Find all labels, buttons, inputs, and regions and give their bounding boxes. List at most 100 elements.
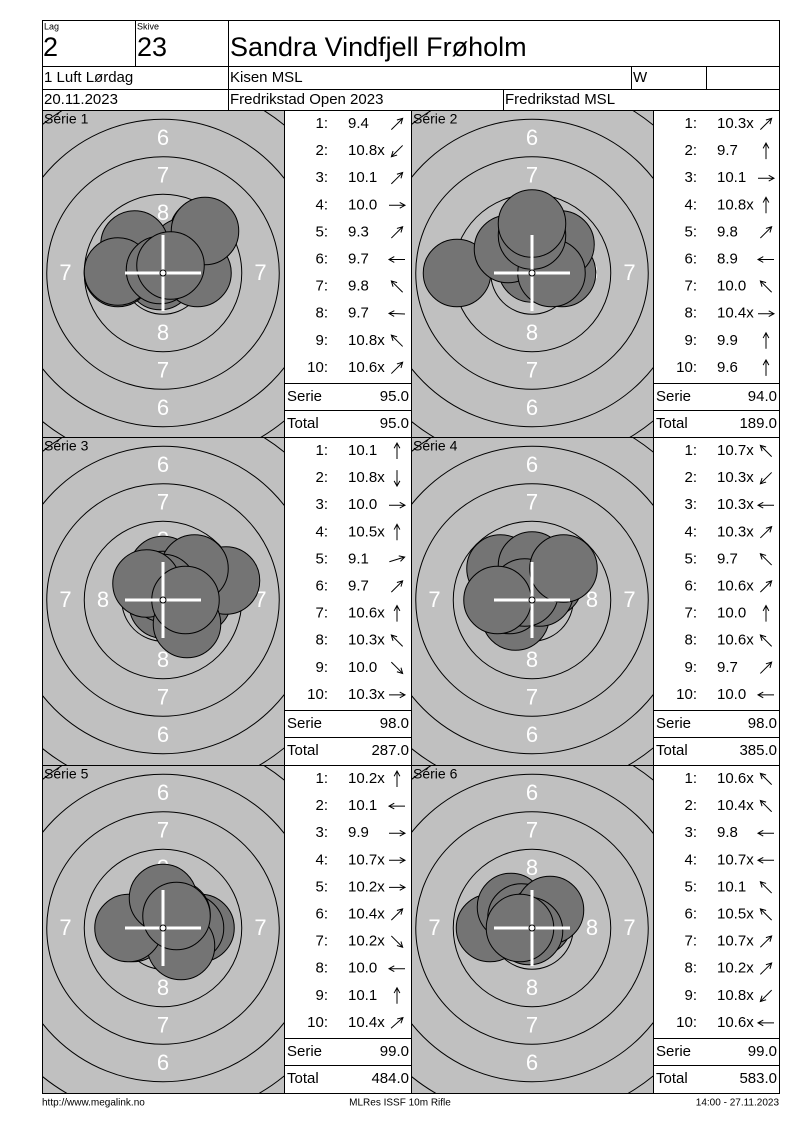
- series-label: Série 5: [44, 766, 89, 782]
- shot-score: 10.7x: [717, 933, 754, 950]
- shot-number: 3:: [684, 824, 697, 841]
- shot-score: 10.1: [348, 797, 377, 814]
- serie-value: 99.0: [748, 1043, 777, 1060]
- target: 8888777766: [412, 766, 653, 1093]
- shot-number: 8:: [315, 960, 328, 977]
- ring-label: 8: [586, 915, 598, 940]
- shot-number: 3:: [315, 496, 328, 513]
- direction-arrow: [756, 691, 774, 699]
- shot-number: 1:: [684, 442, 697, 459]
- field-label: Lag: [44, 21, 59, 31]
- direction-arrow: [390, 580, 404, 593]
- serie-label: Serie: [287, 1043, 322, 1060]
- direction-arrow: [759, 280, 773, 293]
- shot-score: 9.9: [348, 824, 369, 841]
- shot-number: 1:: [315, 770, 328, 787]
- shot-number: 6:: [315, 250, 328, 267]
- ring-label: 7: [526, 489, 538, 514]
- ring-label: 7: [623, 587, 635, 612]
- event: Fredrikstad Open 2023: [230, 91, 383, 108]
- ring-label: 6: [526, 722, 538, 747]
- shot-score: 10.8x: [348, 142, 385, 159]
- ring: [452, 520, 612, 680]
- ring: [43, 118, 284, 428]
- shot-number: 2:: [315, 142, 328, 159]
- shot-score: 9.7: [717, 142, 738, 159]
- ring-label: 7: [428, 587, 440, 612]
- class: 1 Luft Lørdag: [44, 69, 133, 86]
- organizer: Fredrikstad MSL: [505, 91, 615, 108]
- direction-arrow: [762, 604, 770, 622]
- ring-label: 6: [526, 125, 538, 150]
- ring-label: 7: [526, 357, 538, 382]
- direction-arrow: [762, 331, 770, 349]
- shot-score: 10.6x: [717, 577, 754, 594]
- shot-number: 8:: [684, 305, 697, 322]
- direction-arrow: [756, 1019, 774, 1027]
- series-panel: 8888777766Série 31:10.12:10.8x3:10.04:10…: [42, 437, 412, 766]
- shot-score: 10.1: [348, 442, 377, 459]
- ring-label: 7: [254, 915, 266, 940]
- direction-arrow: [759, 444, 773, 458]
- ring-label: 6: [526, 395, 538, 420]
- direction-arrow: [758, 310, 776, 318]
- shot-number: 4:: [315, 851, 328, 868]
- direction-arrow: [387, 965, 405, 973]
- shot-score: 10.4x: [348, 905, 385, 922]
- ring-label: 6: [157, 395, 169, 420]
- direction-arrow: [759, 226, 773, 239]
- direction-arrow: [390, 117, 404, 131]
- field-label: Skive: [137, 21, 159, 31]
- shot-number: 1:: [315, 442, 328, 459]
- direction-arrow: [390, 171, 404, 185]
- shot-hole: [142, 881, 211, 951]
- shot-number: 5:: [315, 878, 328, 895]
- direction-arrow: [387, 802, 405, 810]
- shot-score: 9.7: [717, 550, 738, 567]
- ring: [46, 811, 280, 1045]
- shot-number: 9:: [684, 987, 697, 1004]
- direction-arrow: [759, 989, 773, 1003]
- shot-score: 10.4x: [717, 305, 754, 322]
- shot-number: 2:: [684, 142, 697, 159]
- shot-number: 4:: [315, 523, 328, 540]
- target: 8888777766: [412, 438, 653, 765]
- ring-label: 8: [97, 587, 109, 612]
- series-panel: 8888777766Série 11:9.42:10.8x3:10.14:10.…: [42, 110, 412, 438]
- shot-number: 6:: [684, 250, 697, 267]
- date: 20.11.2023: [44, 91, 118, 108]
- direction-arrow: [759, 117, 773, 131]
- ring-label: 7: [157, 489, 169, 514]
- shot-score: 10.1: [348, 169, 377, 186]
- ring-label: 8: [157, 647, 169, 672]
- w: W: [633, 69, 648, 86]
- shot-score: 10.8x: [717, 987, 754, 1004]
- direction-arrow: [758, 174, 776, 182]
- total-value: 287.0: [371, 742, 409, 759]
- shot-score: 9.3: [348, 223, 369, 240]
- shot-score: 10.0: [348, 496, 377, 513]
- ring-label: 6: [157, 780, 169, 805]
- shot-number: 7:: [684, 605, 697, 622]
- shot-number: 9:: [684, 332, 697, 349]
- direction-arrow: [390, 935, 404, 948]
- total-value: 484.0: [371, 1070, 409, 1087]
- shot-score: 10.6x: [348, 359, 385, 376]
- shooter-name: Sandra Vindfjell Frøholm: [230, 32, 527, 62]
- direction-arrow: [756, 856, 774, 864]
- series-label: Série 6: [413, 766, 458, 782]
- ring-label: 8: [157, 200, 169, 225]
- shot-number: 6:: [684, 577, 697, 594]
- shot-score: 9.8: [348, 278, 369, 295]
- ring-label: 7: [254, 260, 266, 285]
- shot-score: 10.3x: [348, 632, 385, 649]
- shot-number: 4:: [315, 196, 328, 213]
- shot-number: 9:: [684, 659, 697, 676]
- shot-number: 1:: [684, 770, 697, 787]
- shot-score: 9.1: [348, 550, 369, 567]
- serie-value: 99.0: [380, 1043, 409, 1060]
- direction-arrow: [756, 501, 774, 509]
- ring: [452, 848, 612, 1008]
- header: Lag 2 Skive 23 Sandra Vindfjell Frøholm …: [42, 20, 779, 111]
- shot-score: 10.7x: [717, 851, 754, 868]
